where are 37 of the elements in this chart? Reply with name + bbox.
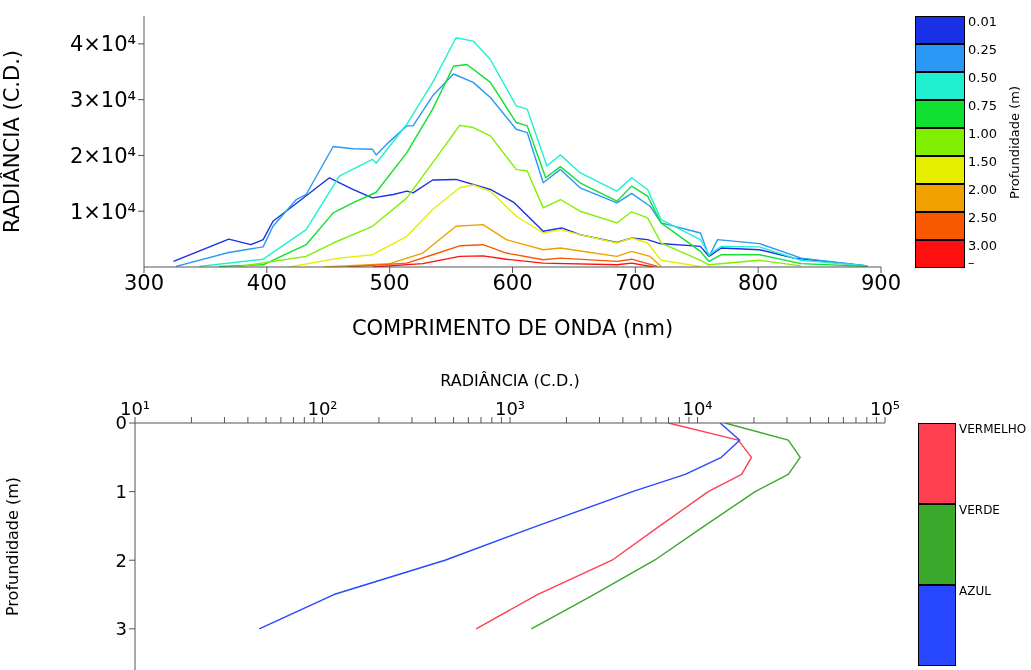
y-tick-label: 1×10⁴ bbox=[69, 199, 136, 224]
legend-label: 1.50 bbox=[968, 154, 997, 169]
y-axis-title: RADIÂNCIA (C.D.) bbox=[0, 49, 25, 234]
x-tick-label: 10³ bbox=[494, 398, 526, 419]
y-tick-label: 4×10⁴ bbox=[69, 32, 136, 57]
legend-title: Profundidade (m) bbox=[1007, 85, 1022, 199]
legend-label: 3.00 bbox=[968, 238, 997, 253]
x-tick-label: 700 bbox=[615, 270, 656, 295]
legend-label: 0.25 bbox=[968, 42, 997, 57]
legend-label: 0.50 bbox=[968, 70, 997, 85]
x-tick-label: 600 bbox=[492, 270, 533, 295]
y-tick-label: 2 bbox=[115, 549, 127, 571]
x-tick-label: 500 bbox=[369, 270, 410, 295]
y-tick-label: 2×10⁴ bbox=[69, 143, 136, 168]
x-axis-title: COMPRIMENTO DE ONDA (nm) bbox=[351, 316, 674, 340]
text: VERMELHO bbox=[959, 422, 1027, 436]
y-axis-title: Profundidade (m) bbox=[2, 476, 22, 617]
x-tick-label: 10⁵ bbox=[869, 398, 901, 419]
legend-label: 2.50 bbox=[968, 210, 997, 225]
x-tick-label: 900 bbox=[860, 270, 902, 295]
x-tick-label: 800 bbox=[738, 270, 779, 295]
text: AZUL bbox=[959, 584, 991, 598]
y-tick-label: 1 bbox=[115, 481, 127, 502]
text: VERDE bbox=[959, 503, 1000, 517]
x-axis-title: RADIÂNCIA (C.D.) bbox=[440, 371, 580, 391]
legend-label: 2.00 bbox=[968, 182, 997, 197]
legend-label: 1.00 bbox=[968, 126, 997, 141]
line-series bbox=[239, 124, 802, 267]
x-tick-label: 300 bbox=[123, 270, 165, 295]
legend-label: 0.01 bbox=[968, 14, 997, 29]
y-tick-label: 3×10⁴ bbox=[69, 88, 136, 113]
y-tick-label: 3 bbox=[115, 618, 127, 640]
x-tick-label: 10⁴ bbox=[682, 398, 713, 419]
text: – bbox=[968, 255, 975, 270]
x-tick-label: 400 bbox=[246, 270, 287, 295]
legend-label: 0.75 bbox=[968, 98, 997, 113]
x-tick-label: 10² bbox=[307, 398, 338, 419]
